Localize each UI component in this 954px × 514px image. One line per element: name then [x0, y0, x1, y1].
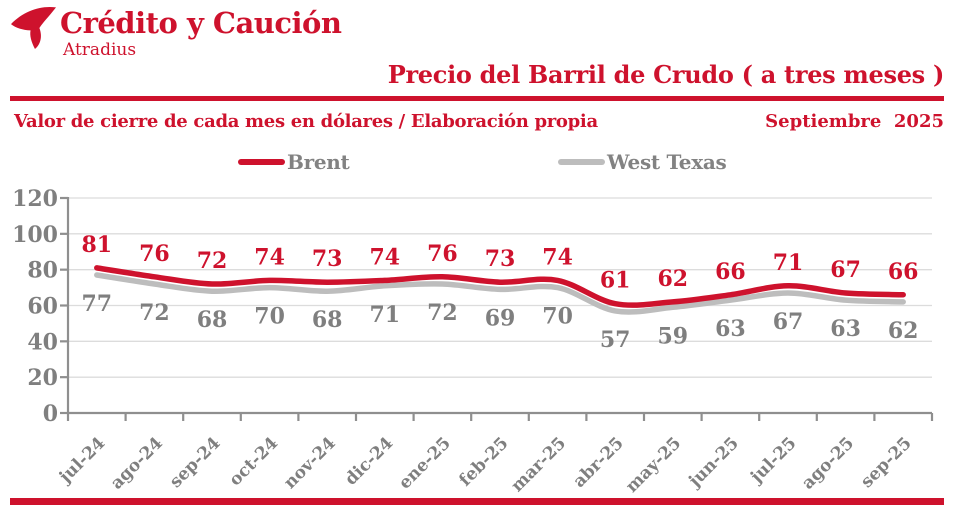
west-texas-data-label: 69	[485, 305, 516, 331]
y-axis-label: 120	[12, 186, 58, 212]
x-axis-label: abr-25	[569, 433, 627, 491]
brent-data-label: 62	[657, 266, 688, 292]
west-texas-line-swatch	[558, 159, 605, 165]
x-axis-label: may-25	[622, 433, 685, 496]
atradius-bird-icon	[10, 7, 57, 50]
page-title: Precio del Barril de Crudo ( a tres mese…	[387, 60, 945, 89]
brent-data-label: 66	[715, 259, 746, 285]
brent-data-label: 61	[600, 268, 631, 294]
x-axis-label: dic-24	[341, 433, 397, 489]
brent-data-label: 76	[427, 241, 458, 267]
west-texas-data-label: 70	[254, 304, 285, 330]
west-texas-data-label: 62	[888, 318, 919, 344]
bottom-divider	[10, 498, 944, 505]
x-axis-label: ene-25	[395, 433, 455, 493]
brent-line	[94, 265, 906, 308]
x-axis-label: feb-25	[455, 433, 512, 490]
y-axis-label: 40	[27, 329, 58, 355]
y-axis-label: 20	[27, 365, 58, 391]
brent-data-label: 76	[139, 241, 170, 267]
west-texas-data-label: 72	[427, 300, 458, 326]
brent-data-label: 74	[254, 244, 285, 270]
legend-item-west-texas: West Texas	[558, 150, 727, 174]
brent-data-label: 74	[542, 244, 573, 270]
west-texas-data-label: 77	[81, 291, 112, 317]
x-axis-label: nov-24	[280, 433, 340, 493]
legend-label-brent: Brent	[287, 150, 350, 174]
west-texas-line	[94, 272, 906, 315]
west-texas-data-label: 57	[600, 327, 631, 353]
west-texas-data-label: 59	[657, 323, 688, 349]
brand-name: Crédito y Caución	[60, 6, 342, 40]
x-axis-label: jun-25	[684, 433, 743, 492]
y-axis-label: 60	[27, 294, 58, 320]
brent-data-label: 73	[485, 246, 516, 272]
legend-item-brent: Brent	[238, 150, 350, 174]
brent-data-label: 71	[773, 250, 804, 276]
west-texas-data-label: 67	[773, 309, 804, 335]
x-axis-label: jul-24	[54, 433, 109, 488]
west-texas-data-label: 70	[542, 304, 573, 330]
west-texas-data-label: 68	[312, 307, 343, 333]
brent-data-label: 74	[369, 244, 400, 270]
brent-data-label: 72	[197, 248, 228, 274]
x-axis-label: ago-24	[107, 433, 167, 493]
brent-data-label: 67	[830, 257, 861, 283]
brent-data-label: 66	[888, 259, 919, 285]
legend-label-west-texas: West Texas	[607, 150, 727, 174]
y-axis-label: 80	[27, 258, 58, 284]
x-axis-label: ago-25	[798, 433, 858, 493]
west-texas-data-label: 72	[139, 300, 170, 326]
west-texas-data-label: 63	[715, 316, 746, 342]
y-axis-label: 100	[12, 222, 58, 248]
y-axis-label: 0	[43, 401, 58, 427]
report-date: Septiembre 2025	[765, 111, 944, 132]
brent-data-label: 81	[81, 232, 112, 258]
x-axis-label: sep-25	[857, 433, 916, 492]
west-texas-data-label: 63	[830, 316, 861, 342]
brent-line-swatch	[238, 159, 285, 165]
west-texas-data-label: 71	[369, 302, 400, 328]
x-axis-label: jul-25	[746, 433, 801, 488]
x-axis-label: sep-24	[166, 433, 225, 492]
west-texas-data-label: 68	[197, 307, 228, 333]
chart-subtitle: Valor de cierre de cada mes en dólares /…	[14, 111, 598, 132]
x-axis-label: mar-25	[507, 433, 570, 496]
top-divider	[10, 96, 944, 101]
brent-data-label: 73	[312, 246, 343, 272]
brand-subname: Atradius	[63, 40, 137, 60]
x-axis-label: oct-24	[225, 433, 282, 490]
